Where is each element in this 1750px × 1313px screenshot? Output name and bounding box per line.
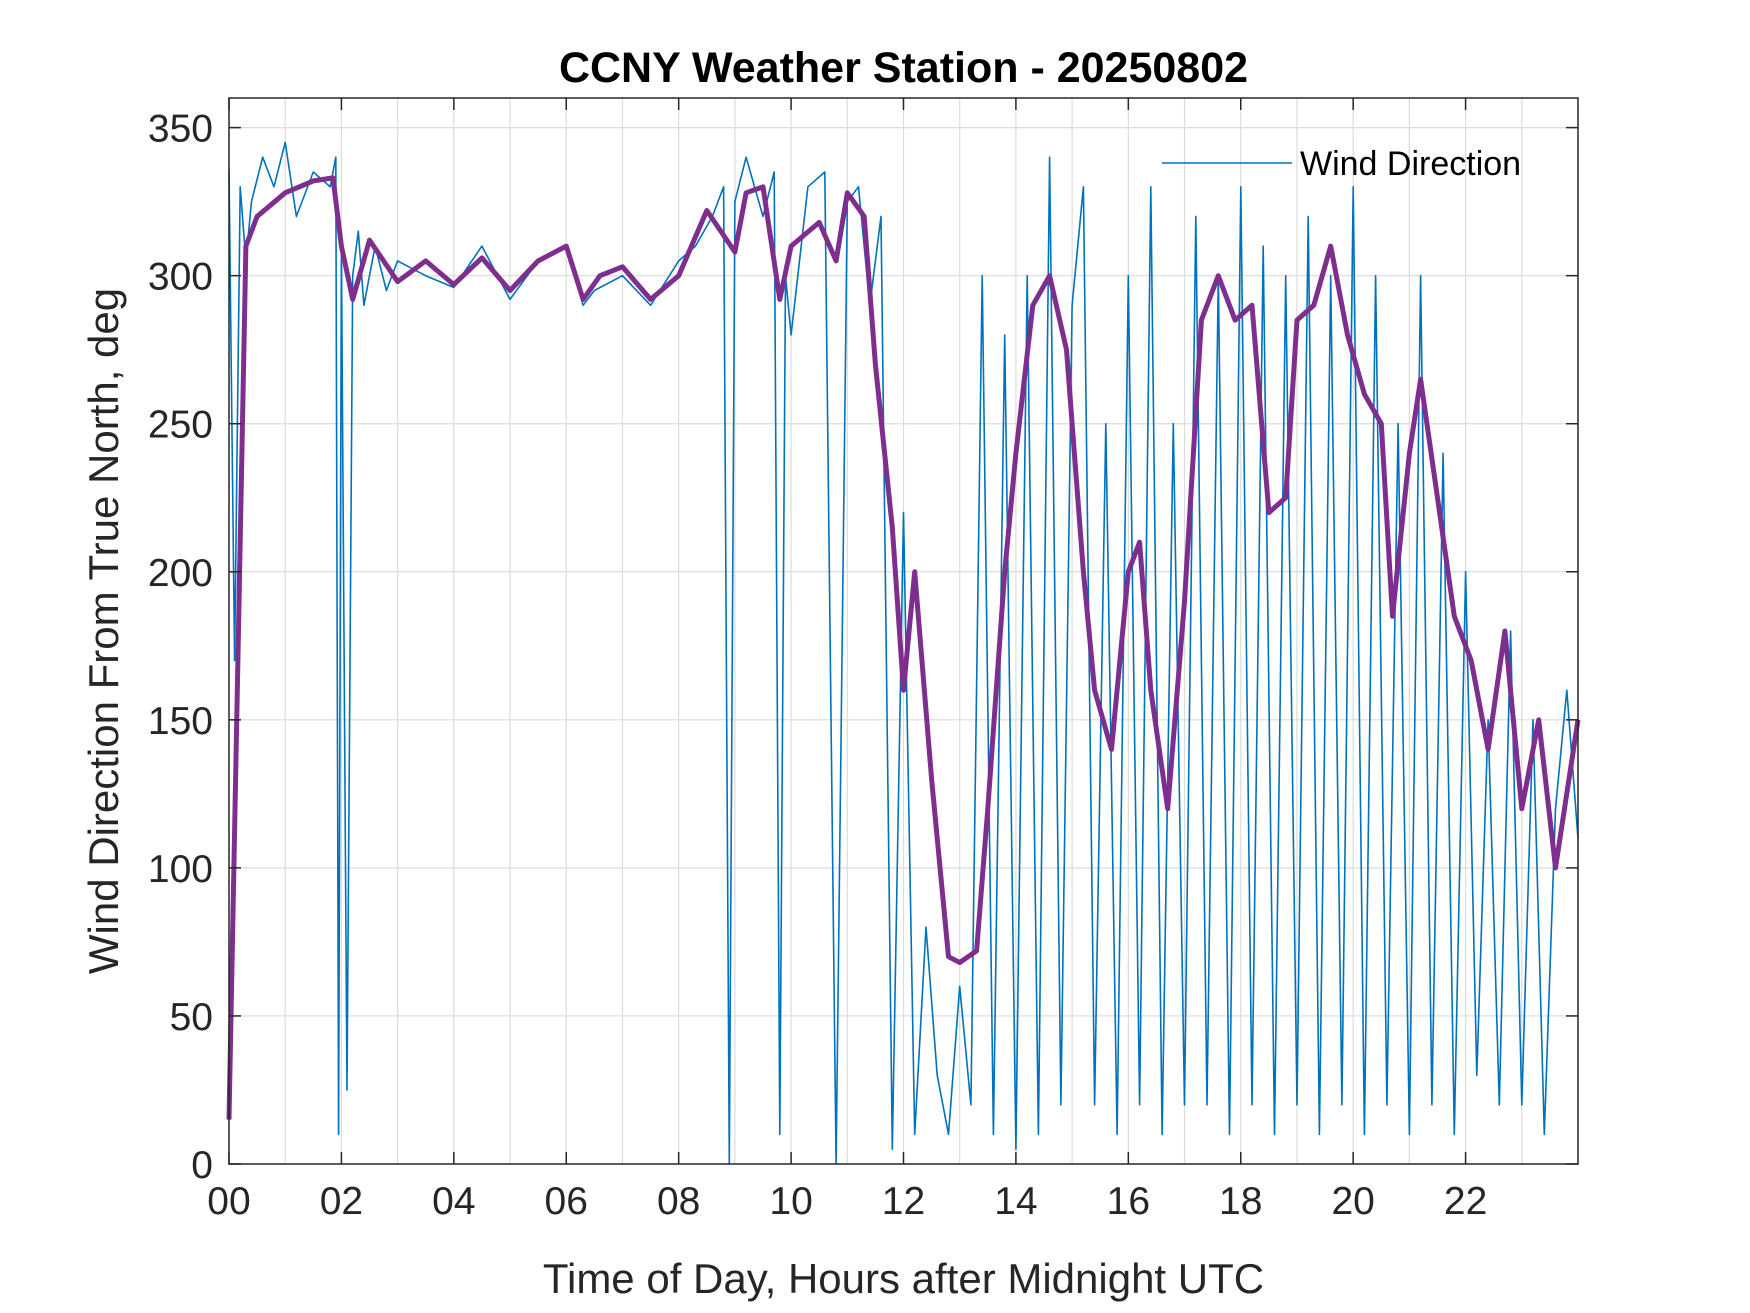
y-tick-label: 200 — [148, 552, 213, 595]
x-tick-label: 18 — [1219, 1180, 1262, 1223]
series-wind-direction — [228, 141, 1579, 1165]
y-tick-label: 300 — [148, 256, 213, 299]
y-tick-label: 0 — [191, 1144, 213, 1187]
y-tick-label: 250 — [148, 404, 213, 447]
legend-label-wind-direction: Wind Direction — [1300, 145, 1521, 183]
x-tick-label: 20 — [1331, 1180, 1374, 1223]
x-tick-label: 04 — [432, 1180, 475, 1223]
grid-lines — [229, 98, 1578, 1164]
x-tick-label: 22 — [1444, 1180, 1487, 1223]
series-smoothed-average — [226, 175, 1581, 1120]
y-tick-label: 100 — [148, 848, 213, 891]
x-tick-label: 00 — [207, 1180, 250, 1223]
y-axis-label: Wind Direction From True North, deg — [80, 288, 127, 974]
x-tick-label: 06 — [545, 1180, 588, 1223]
x-tick-label: 10 — [769, 1180, 812, 1223]
y-tick-label: 50 — [170, 996, 213, 1039]
chart-title: CCNY Weather Station - 20250802 — [559, 44, 1248, 92]
x-axis-label: Time of Day, Hours after Midnight UTC — [543, 1255, 1264, 1302]
x-tick-label: 12 — [882, 1180, 925, 1223]
tick-marks — [228, 98, 1578, 1165]
x-tick-label: 14 — [994, 1180, 1037, 1223]
tick-labels: 00 02 04 06 08 10 12 14 16 18 20 22 0 50 100 150 200 250 3… — [148, 108, 1487, 1223]
series-layer — [226, 141, 1581, 1165]
x-tick-label: 16 — [1107, 1180, 1150, 1223]
legend: Wind Direction — [1162, 145, 1521, 183]
y-tick-label: 150 — [148, 700, 213, 743]
x-tick-label: 02 — [320, 1180, 363, 1223]
x-tick-label: 08 — [657, 1180, 700, 1223]
y-tick-label: 350 — [148, 108, 213, 151]
